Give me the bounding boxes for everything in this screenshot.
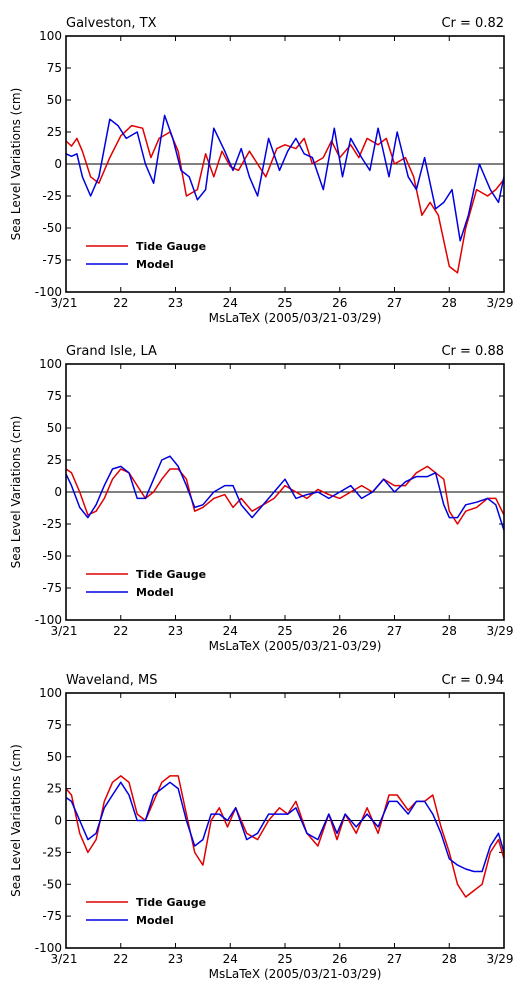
series-line-model xyxy=(65,455,505,531)
legend-label: Tide Gauge xyxy=(136,896,206,909)
x-tick-label: 28 xyxy=(442,624,457,638)
x-tick-label: 27 xyxy=(387,952,402,966)
legend-label: Model xyxy=(136,258,174,271)
x-tick-label: 22 xyxy=(113,296,128,310)
y-tick-label: 100 xyxy=(39,357,62,371)
x-tick-label: 25 xyxy=(277,952,292,966)
x-tick-label: 22 xyxy=(113,624,128,638)
x-tick-label: 3/21 xyxy=(51,952,78,966)
x-tick-label: 23 xyxy=(168,296,183,310)
x-tick-label: 23 xyxy=(168,624,183,638)
series-line-tide-gauge xyxy=(65,775,505,898)
y-axis-label: Sea Level Variations (cm) xyxy=(9,744,23,897)
plot-frame xyxy=(65,363,505,621)
y-axis-label: Sea Level Variations (cm) xyxy=(9,416,23,569)
panel-title: Waveland, MS xyxy=(66,673,157,688)
chart-panel-2: Grand Isle, LA Cr = 0.88 100 75 50 25 0 -25 -50 -… xyxy=(9,344,513,653)
x-tick-label: 23 xyxy=(168,952,183,966)
y-tick-label: -100 xyxy=(35,285,62,299)
chart-panel-1: Galveston, TX Cr = 0.82 100 75 50 25 0 -25 -50 -7… xyxy=(9,16,513,325)
y-tick-label: 75 xyxy=(47,389,62,403)
x-tick-label: 3/21 xyxy=(51,624,78,638)
legend-label: Model xyxy=(136,914,174,927)
x-tick-label: 3/29 xyxy=(487,624,514,638)
panel-title: Galveston, TX xyxy=(66,16,157,31)
x-tick-label: 3/21 xyxy=(51,296,78,310)
y-tick-label: 100 xyxy=(39,686,62,700)
y-tick-label: -50 xyxy=(42,549,62,563)
y-tick-label: 25 xyxy=(47,782,62,796)
series-line-model xyxy=(65,114,505,242)
x-tick-label: 28 xyxy=(442,952,457,966)
chart-panel-3: Waveland, MS Cr = 0.94 100 75 50 25 0 -25 -50 -75… xyxy=(9,673,513,981)
y-tick-label: 50 xyxy=(47,93,62,107)
correlation-label: Cr = 0.82 xyxy=(441,16,504,31)
x-tick-label: 3/29 xyxy=(487,296,514,310)
series-line-tide-gauge xyxy=(65,124,505,274)
y-axis-label: Sea Level Variations (cm) xyxy=(9,88,23,241)
x-axis-label: MsLaTeX (2005/03/21-03/29) xyxy=(209,967,382,981)
x-tick-label: 26 xyxy=(332,624,347,638)
legend-label: Tide Gauge xyxy=(136,568,206,581)
x-tick-label: 24 xyxy=(223,624,238,638)
legend-label: Model xyxy=(136,586,174,599)
x-tick-label: 27 xyxy=(387,624,402,638)
y-tick-label: 75 xyxy=(47,718,62,732)
series-line-model xyxy=(65,781,505,873)
x-tick-label: 26 xyxy=(332,952,347,966)
y-tick-label: 50 xyxy=(47,750,62,764)
series-line-tide-gauge xyxy=(65,465,505,525)
legend: Tide Gauge Model xyxy=(86,568,206,599)
y-tick-label: 0 xyxy=(54,157,62,171)
y-tick-label: -50 xyxy=(42,877,62,891)
y-tick-label: 0 xyxy=(54,485,62,499)
plot-frame xyxy=(65,692,505,949)
x-tick-label: 25 xyxy=(277,624,292,638)
x-tick-label: 27 xyxy=(387,296,402,310)
y-tick-label: -25 xyxy=(42,517,62,531)
y-tick-label: -25 xyxy=(42,845,62,859)
y-tick-label: 75 xyxy=(47,61,62,75)
y-tick-label: 25 xyxy=(47,453,62,467)
y-tick-label: -75 xyxy=(42,909,62,923)
plot-frame xyxy=(65,35,505,293)
y-tick-label: -25 xyxy=(42,189,62,203)
y-tick-label: -50 xyxy=(42,221,62,235)
correlation-label: Cr = 0.88 xyxy=(441,344,504,359)
y-tick-label: 50 xyxy=(47,421,62,435)
y-tick-label: 25 xyxy=(47,125,62,139)
x-tick-label: 26 xyxy=(332,296,347,310)
x-tick-label: 22 xyxy=(113,952,128,966)
y-tick-label: 100 xyxy=(39,29,62,43)
y-tick-label: -100 xyxy=(35,941,62,955)
legend-label: Tide Gauge xyxy=(136,240,206,253)
x-tick-label: 25 xyxy=(277,296,292,310)
panel-title: Grand Isle, LA xyxy=(66,344,157,359)
y-tick-label: -75 xyxy=(42,253,62,267)
x-tick-label: 24 xyxy=(223,296,238,310)
legend: Tide Gauge Model xyxy=(86,896,206,927)
legend: Tide Gauge Model xyxy=(86,240,206,271)
x-axis-label: MsLaTeX (2005/03/21-03/29) xyxy=(209,639,382,653)
x-axis-label: MsLaTeX (2005/03/21-03/29) xyxy=(209,311,382,325)
x-tick-label: 3/29 xyxy=(487,952,514,966)
x-tick-label: 24 xyxy=(223,952,238,966)
x-tick-label: 28 xyxy=(442,296,457,310)
y-tick-label: -100 xyxy=(35,613,62,627)
correlation-label: Cr = 0.94 xyxy=(441,673,504,688)
y-tick-label: 0 xyxy=(54,814,62,828)
y-tick-label: -75 xyxy=(42,581,62,595)
